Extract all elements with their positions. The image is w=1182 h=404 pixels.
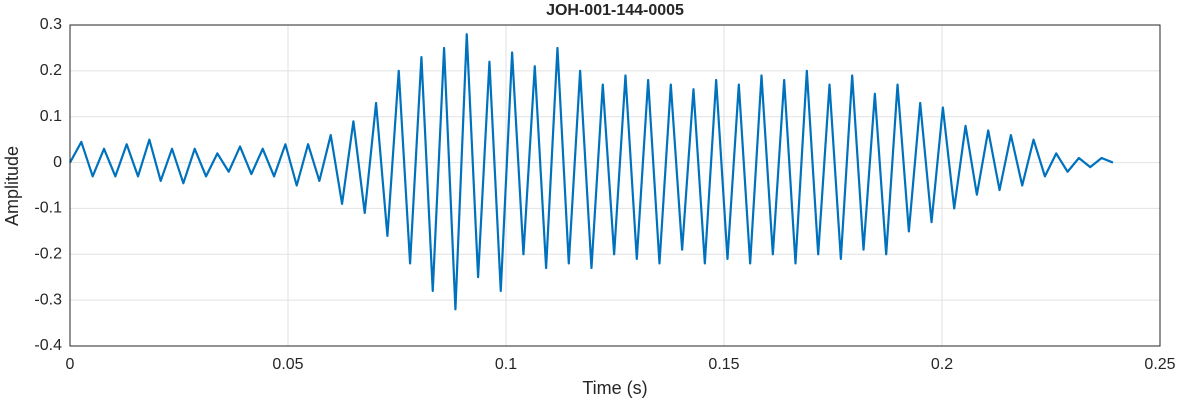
x-tick-label: 0.25	[1144, 356, 1175, 373]
chart-title: JOH-001-144-0005	[546, 2, 684, 19]
y-tick-label: -0.1	[34, 200, 62, 217]
waveform-line	[69, 33, 1114, 311]
x-axis-label: Time (s)	[582, 378, 647, 398]
plot-area	[70, 25, 1160, 346]
y-tick-label: 0	[53, 154, 62, 171]
y-tick-label: 0.2	[40, 62, 62, 79]
x-tick-label: 0.05	[272, 356, 303, 373]
x-tick-label: 0.2	[931, 356, 953, 373]
y-axis-label: Amplitude	[2, 146, 22, 226]
y-tick-label: -0.3	[34, 291, 62, 308]
y-tick-label: 0.1	[40, 108, 62, 125]
y-tick-label: -0.4	[34, 337, 62, 354]
x-tick-label: 0	[66, 356, 75, 373]
y-tick-label: 0.3	[40, 16, 62, 33]
y-tick-label: -0.2	[34, 246, 62, 263]
axes-box	[69, 24, 1161, 347]
x-tick-label: 0.15	[708, 356, 739, 373]
x-tick-label: 0.1	[495, 356, 517, 373]
